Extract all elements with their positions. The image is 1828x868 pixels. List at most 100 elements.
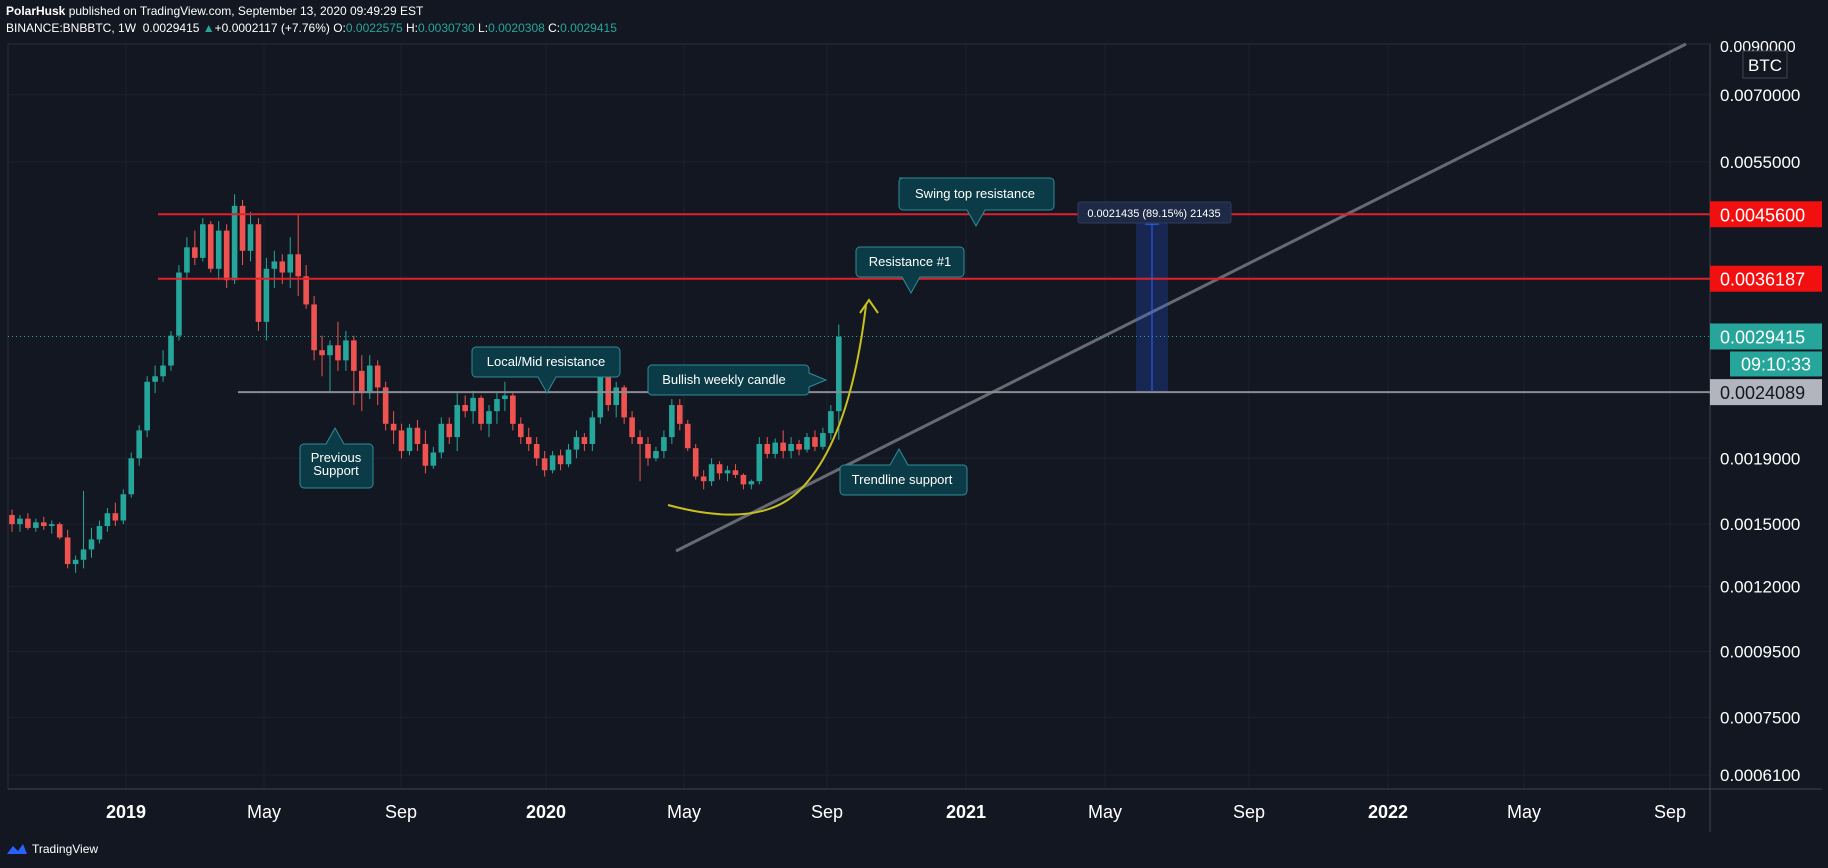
candle-body	[17, 518, 23, 525]
candle-body	[335, 345, 341, 361]
price-tick-label: 0.0019000	[1720, 449, 1800, 468]
candle-body	[573, 437, 580, 450]
candle-body	[597, 370, 604, 418]
price-tick-label: 0.0007500	[1720, 708, 1800, 727]
publish-info: PolarHusk published on TradingView.com, …	[6, 4, 423, 18]
callout-resistance-1-text: Resistance #1	[869, 254, 951, 269]
author-name[interactable]: PolarHusk	[6, 4, 66, 18]
candle-body	[613, 387, 619, 406]
candle-body	[748, 481, 755, 485]
callout-swing-top-text: Swing top resistance	[915, 186, 1035, 201]
candle-body	[708, 464, 715, 482]
candle-body	[605, 370, 612, 406]
time-tick-label: May	[1507, 802, 1541, 822]
candle-body	[692, 448, 699, 477]
candle-body	[724, 470, 731, 474]
resistance-price-tag: 0.0036187	[1720, 270, 1805, 290]
callout-local-mid: Local/Mid resistance	[471, 346, 621, 395]
candle-body	[64, 537, 71, 565]
price-change: +0.0002117 (+7.76%)	[214, 21, 330, 35]
candle-body	[271, 261, 278, 269]
candle-body	[406, 427, 413, 452]
candle-body	[366, 365, 373, 394]
last-price-tag: 0.0029415	[1720, 327, 1805, 347]
support-price-tag-box	[1710, 379, 1822, 406]
candle-body	[382, 387, 389, 424]
time-axis-ticks: 2019 May Sep 2020 May Sep 2021 May Sep 2022 May Sep	[106, 802, 1686, 822]
candle-body	[390, 423, 397, 431]
candle-body	[454, 405, 460, 438]
candle-body	[557, 455, 564, 465]
candle-body	[215, 230, 222, 269]
candle-body	[820, 433, 826, 447]
last-price: 0.0029415	[142, 21, 200, 35]
callout-bullish-candle-text: Bullish weekly candle	[662, 372, 786, 387]
price-tick-label: 0.0006100	[1720, 766, 1800, 785]
time-tick-label: Sep	[1654, 802, 1686, 822]
candle-body	[176, 272, 182, 336]
candle-body	[756, 443, 763, 482]
time-tick-label: Sep	[1233, 802, 1265, 822]
candle-body	[9, 515, 15, 525]
time-tick-label: May	[247, 802, 281, 822]
candle-body	[677, 405, 683, 424]
candle-body	[772, 442, 778, 454]
candle-body	[192, 247, 198, 258]
time-tick-label: May	[667, 802, 701, 822]
callout-trendline-support: Trendline support	[839, 447, 968, 496]
candle-body	[581, 437, 588, 444]
price-axis-ticks: 0.0070000 0.0055000 0.0019000 0.0015000 0.00…	[1720, 86, 1800, 785]
countdown-box	[1730, 351, 1822, 377]
candle-body	[700, 476, 707, 482]
candle-body	[669, 405, 675, 438]
candle-body	[780, 442, 786, 452]
footer: TradingView	[6, 842, 98, 856]
published-text: published on TradingView.com, September …	[68, 4, 424, 18]
candle-body	[645, 443, 651, 459]
tradingview-logo-icon	[7, 844, 27, 854]
candle-body	[494, 399, 500, 412]
parabolic-curve	[667, 304, 867, 516]
price-level-tags: 0.0045600 0.0036187 0.0029415 0.0024089 09:1…	[1710, 201, 1822, 406]
footer-brand[interactable]: TradingView	[32, 842, 99, 856]
candle-body	[239, 205, 246, 251]
candle-body	[287, 254, 294, 273]
candle-body	[430, 452, 437, 466]
time-tick-label: Sep	[811, 802, 843, 822]
candle-body	[184, 247, 190, 273]
candle-body	[168, 335, 174, 366]
candle-body	[732, 470, 739, 475]
callout-local-mid-text: Local/Mid resistance	[487, 354, 606, 369]
candle-body	[510, 395, 516, 424]
callout-trendline-support-text: Trendline support	[852, 472, 953, 487]
change-up-icon: ▲	[202, 21, 215, 35]
candle-body	[72, 559, 79, 565]
measure-label-text: 0.0021435 (89.15%) 21435	[1087, 208, 1220, 220]
candle-body	[144, 381, 150, 431]
low-value: 0.0020308	[488, 21, 545, 35]
symbol-name[interactable]: BINANCE:BNBBTC, 1W	[6, 21, 137, 35]
candle-body	[828, 411, 834, 434]
candle-body	[41, 522, 47, 527]
candle-body	[263, 268, 270, 322]
candle-body	[740, 474, 747, 485]
high-value: 0.0030730	[417, 21, 475, 35]
currency-label-box	[1742, 50, 1788, 79]
candle-body	[804, 437, 810, 450]
callout-bullish-candle: Bullish weekly candle	[647, 364, 828, 396]
low-label: L:	[478, 21, 489, 35]
candle-body	[565, 449, 572, 465]
close-label: C:	[548, 21, 561, 35]
candle-body	[48, 524, 55, 527]
candle-body	[518, 423, 524, 438]
open-label: O:	[333, 21, 346, 35]
candle-body	[319, 350, 325, 356]
candle-body	[486, 411, 492, 424]
candle-body	[788, 443, 794, 452]
callout-swing-top: Swing top resistance	[898, 177, 1055, 228]
price-tick-label: 0.0012000	[1720, 577, 1800, 596]
candle-body	[541, 458, 548, 471]
candle-body	[589, 417, 596, 444]
price-levels	[8, 213, 1710, 394]
